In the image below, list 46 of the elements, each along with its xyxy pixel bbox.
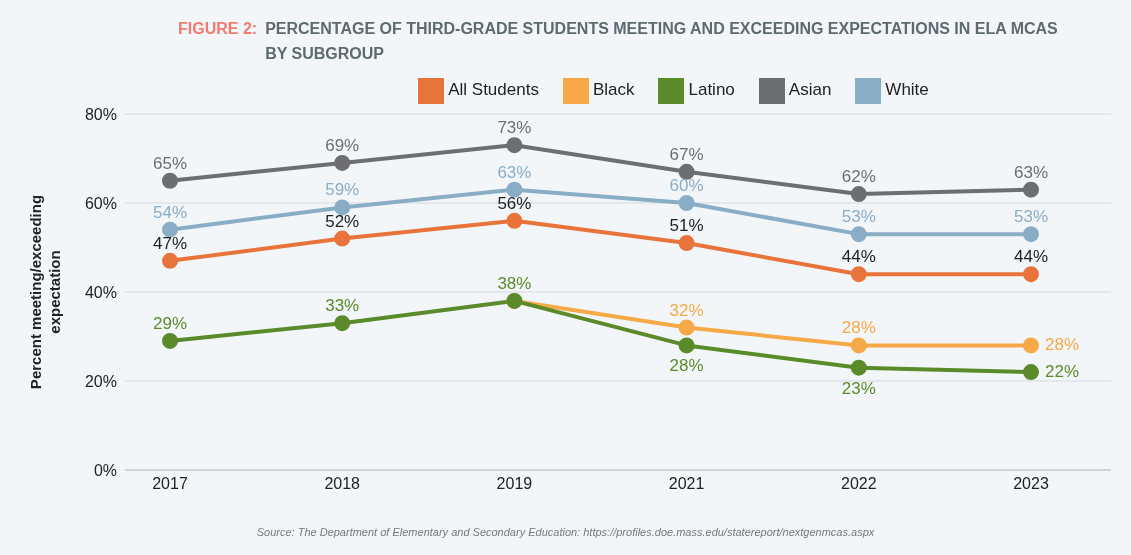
data-label: 28%: [669, 356, 704, 376]
data-label: 52%: [325, 211, 360, 231]
x-tick-label: 2022: [841, 475, 877, 493]
y-tick-label: 20%: [84, 372, 117, 390]
data-label: 32%: [669, 300, 704, 320]
y-tick-label: 40%: [84, 283, 117, 301]
data-label: 51%: [669, 216, 704, 236]
y-tick-label: 80%: [84, 105, 117, 123]
data-label: 22%: [1045, 362, 1080, 382]
data-label: 63%: [497, 162, 532, 182]
data-label: 47%: [152, 233, 188, 253]
data-label: 33%: [325, 296, 360, 316]
y-tick-label: 0%: [93, 461, 117, 479]
data-label: 23%: [841, 378, 876, 398]
data-label: 28%: [841, 318, 876, 338]
data-label: 59%: [325, 180, 360, 200]
data-label: 44%: [1013, 247, 1049, 267]
x-tick-label: 2021: [668, 475, 705, 493]
legend-label: All Students: [448, 80, 539, 100]
data-label: 29%: [152, 313, 188, 333]
data-label: 73%: [497, 118, 532, 138]
data-label: 67%: [669, 144, 704, 164]
x-tick-label: 2018: [324, 475, 361, 493]
data-label: 63%: [1013, 162, 1049, 182]
legend-label: Latino: [688, 80, 735, 100]
data-label: 69%: [325, 135, 360, 155]
data-label: 53%: [841, 207, 876, 227]
x-tick-label: 2019: [496, 475, 533, 493]
data-label: 38%: [497, 273, 532, 293]
data-label: 65%: [152, 153, 188, 173]
legend-label: Asian: [788, 80, 832, 100]
data-label: 54%: [152, 202, 188, 222]
data-label: 60%: [669, 176, 704, 195]
data-label: 53%: [1013, 207, 1049, 227]
data-label: 44%: [841, 247, 876, 267]
legend-label: Black: [592, 80, 635, 100]
data-label: 28%: [1045, 335, 1080, 355]
source-note: Source: The Department of Elementary and Secondary Education: https://profiles.doe.mass.edu/statereport/nextgenmcas.aspx: [255, 526, 876, 538]
x-tick-label: 2023: [1013, 475, 1049, 493]
y-tick-label: 60%: [84, 194, 117, 212]
data-label: 56%: [497, 193, 532, 213]
chart-title: FIGURE 2: PERCENTAGE OF THIRD-GRADE STUDENTS MEETING AND EXCEEDING EXPECTATIONS IN ELA MCAS BY SUBGROUP: [178, 19, 1058, 64]
y-axis-title: Percent meeting/exceeding expectation: [27, 194, 63, 390]
data-label: 62%: [841, 167, 876, 187]
x-tick-label: 2017: [152, 475, 188, 493]
legend-label: White: [885, 80, 929, 100]
